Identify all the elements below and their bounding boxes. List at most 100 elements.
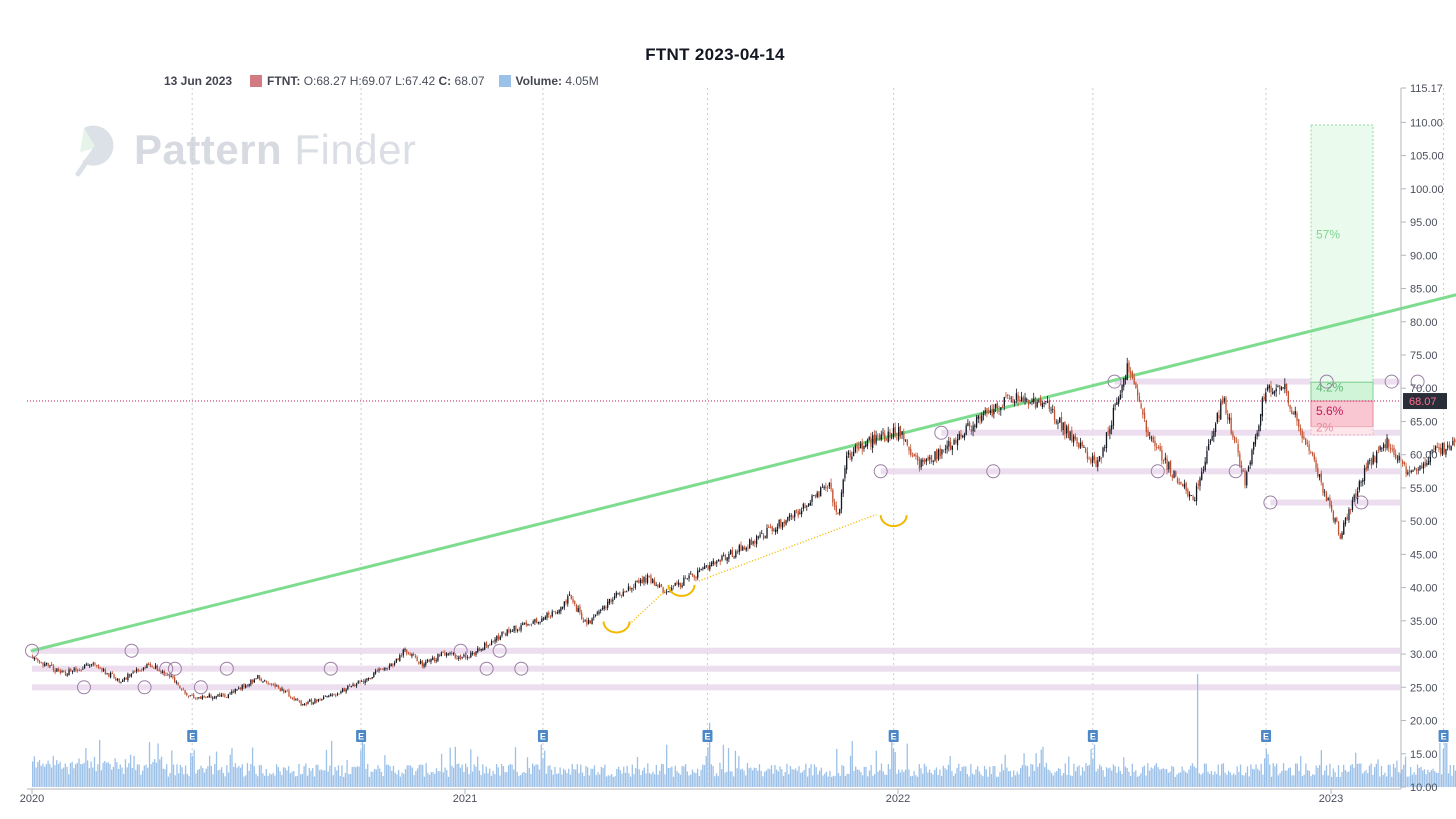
volume-bar	[562, 768, 565, 787]
candle-body	[932, 461, 934, 463]
earnings-label: E	[704, 732, 710, 742]
volume-bar	[1337, 765, 1340, 787]
candle-body	[899, 425, 902, 437]
volume-bar	[1415, 774, 1417, 787]
candle-body	[754, 541, 756, 544]
price-axis[interactable]: 10.0015.0020.0025.0030.0035.0040.0045.00…	[1400, 83, 1447, 794]
volume-bar	[1100, 766, 1103, 787]
volume-bar	[117, 768, 120, 787]
volume-bar	[681, 766, 683, 787]
pivot-marker	[1410, 374, 1425, 389]
volume-bar	[221, 767, 223, 787]
candle-body	[1012, 399, 1014, 403]
candle-body	[1097, 460, 1099, 467]
candle-body	[503, 632, 505, 634]
candle-body	[108, 673, 110, 677]
volume-bar	[1088, 764, 1091, 787]
candle-body	[1131, 372, 1134, 379]
candle-body	[934, 451, 936, 461]
candle-body	[276, 685, 278, 687]
volume-bar	[1389, 764, 1391, 787]
volume-bar	[214, 763, 216, 787]
candle-body	[520, 625, 522, 631]
volume-bar	[1313, 774, 1316, 787]
candle-body	[205, 696, 207, 698]
volume-bar	[365, 768, 367, 787]
volume-bar	[1416, 764, 1419, 787]
candle-body	[1315, 459, 1317, 469]
volume-bar	[124, 759, 127, 787]
candle-body	[1246, 472, 1248, 486]
volume-bar	[777, 771, 780, 787]
candle-body	[1306, 442, 1309, 444]
candle-body	[361, 681, 363, 682]
volume-bar	[1209, 773, 1211, 787]
candle-body	[1329, 497, 1331, 507]
candle-body	[757, 536, 760, 538]
candle-body	[1180, 481, 1182, 484]
candle-body	[442, 651, 444, 653]
volume-bar	[198, 769, 200, 787]
volume-bar	[178, 773, 180, 787]
candle-body	[161, 671, 164, 673]
candle-body	[1339, 534, 1341, 539]
candle-body	[593, 616, 595, 618]
volume-bar	[604, 764, 606, 787]
volume-bar	[305, 763, 307, 787]
volume-bar	[1193, 766, 1195, 787]
volume-bar	[554, 767, 556, 787]
candle-body	[847, 451, 850, 455]
volume-bar	[294, 776, 297, 787]
candle-body	[873, 434, 876, 444]
volume-bar	[758, 764, 761, 787]
volume-bar	[992, 766, 994, 787]
candle-body	[674, 582, 676, 586]
volume-bar	[159, 759, 161, 787]
candle-body	[1346, 516, 1348, 520]
candle-body	[180, 688, 183, 690]
volume-bar	[313, 776, 316, 787]
volume-bar	[1143, 765, 1146, 787]
price-tick-label: 115.17	[1410, 83, 1443, 95]
candle-body	[582, 620, 585, 623]
volume-bar	[1099, 764, 1101, 787]
time-axis[interactable]: 2020 2021 2022 2023	[20, 788, 1401, 805]
volume-bar	[458, 763, 460, 787]
volume-bar	[977, 766, 979, 787]
volume-bar	[724, 772, 726, 787]
volume-bar	[169, 772, 171, 787]
legend-volume-value: 4.05M	[565, 74, 599, 88]
volume-bar	[705, 755, 707, 787]
volume-bar	[971, 773, 974, 787]
candle-body	[1008, 397, 1011, 400]
candle-body	[1060, 416, 1063, 431]
volume-bar	[815, 767, 817, 787]
candle-body	[253, 679, 255, 683]
candle-body	[1036, 401, 1038, 407]
volume-bar	[928, 769, 931, 787]
candle-body	[1351, 500, 1354, 510]
volume-bar	[990, 773, 993, 787]
candle-body	[821, 487, 824, 488]
candle-body	[1107, 431, 1109, 433]
candle-body	[54, 669, 56, 673]
candle-body	[1318, 474, 1321, 478]
volume-bar	[995, 776, 998, 787]
volume-bar	[1205, 763, 1207, 787]
volume-bar	[140, 774, 142, 787]
volume-bar	[1238, 771, 1240, 787]
volume-bar	[78, 758, 80, 787]
candle-body	[458, 656, 460, 659]
candle-body	[1014, 400, 1016, 404]
volume-bar	[970, 764, 972, 787]
volume-bar	[1396, 760, 1398, 787]
candle-body	[551, 611, 553, 617]
candle-body	[778, 519, 780, 527]
volume-bar	[739, 769, 742, 787]
candle-body	[579, 606, 581, 613]
earnings-badge	[356, 730, 367, 742]
candle-body	[1294, 410, 1296, 415]
candle-body	[620, 594, 623, 596]
candle-body	[567, 596, 569, 604]
